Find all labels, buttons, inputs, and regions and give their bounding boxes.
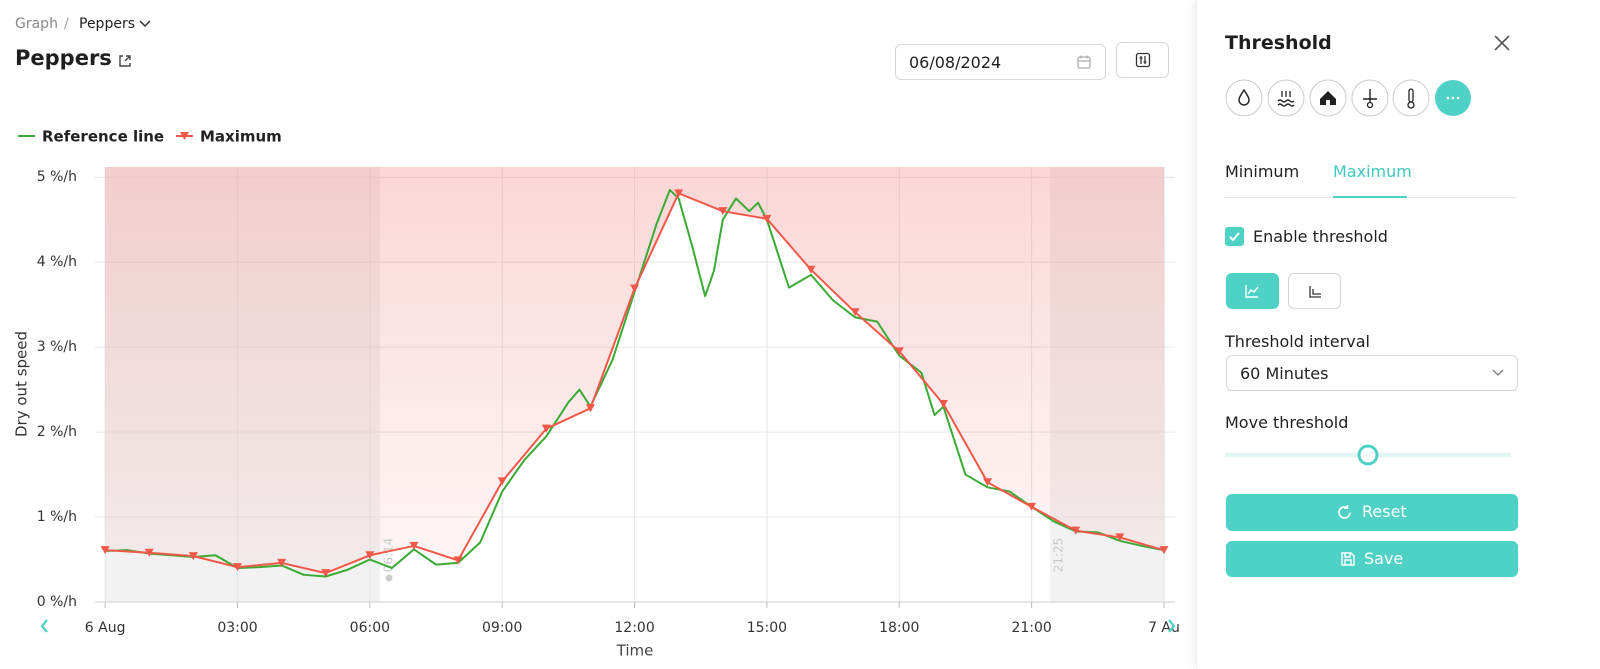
series-marker xyxy=(585,404,595,413)
legend-marker xyxy=(180,132,189,140)
reset-button[interactable]: Reset xyxy=(1226,494,1518,531)
chevron-icon xyxy=(139,20,151,28)
breadcrumb-separator: / xyxy=(64,16,69,32)
series-marker xyxy=(100,546,110,555)
series-marker xyxy=(541,424,551,433)
x-tick-label: 6 Aug xyxy=(85,620,126,636)
series-marker xyxy=(277,558,287,567)
x-axis-title: Time xyxy=(616,642,654,660)
series-marker xyxy=(1159,546,1169,555)
move-slider[interactable] xyxy=(1225,443,1515,467)
tab-underline xyxy=(1333,196,1407,198)
threshold-panel: Threshold Minimum Maximum Enable thresho… xyxy=(1196,0,1600,669)
series-marker xyxy=(1027,502,1037,511)
panel-title: Threshold xyxy=(1225,32,1332,54)
series-marker xyxy=(718,207,728,216)
series-line xyxy=(105,188,1165,578)
x-tick-label: 7 Au xyxy=(1148,620,1180,636)
interval-label: Threshold interval xyxy=(1225,332,1370,351)
line-mode-button[interactable] xyxy=(1226,273,1279,309)
move-label: Move threshold xyxy=(1225,413,1349,432)
y-tick-label: 2 %/h xyxy=(37,424,77,440)
series-marker xyxy=(894,347,904,356)
x-tick-label: 21:00 xyxy=(1011,620,1051,636)
metric-icons xyxy=(1225,79,1471,117)
icon-water[interactable] xyxy=(1225,79,1263,117)
icon-more[interactable] xyxy=(1435,80,1471,116)
tab-maximum[interactable]: Maximum xyxy=(1333,162,1412,181)
x-tick-label: 09:00 xyxy=(482,620,522,636)
series-marker xyxy=(674,189,684,198)
y-tick-label: 0 %/h xyxy=(37,594,77,610)
reset-icon xyxy=(1338,505,1351,519)
x-tick-label: 06:00 xyxy=(350,620,390,636)
series-marker xyxy=(144,548,154,557)
legend-label: Maximum xyxy=(200,128,282,146)
breadcrumb-root[interactable]: Graph xyxy=(15,16,58,32)
x-tick-label: 03:00 xyxy=(217,620,257,636)
nav-next[interactable] xyxy=(1168,619,1176,633)
settings-icon xyxy=(1135,52,1151,68)
y-tick-label: 5 %/h xyxy=(37,169,77,185)
sun-icon xyxy=(385,574,393,582)
breadcrumb-current[interactable]: Peppers xyxy=(79,16,135,32)
series-marker xyxy=(806,265,816,274)
y-tick-label: 4 %/h xyxy=(37,254,77,270)
save-label: Save xyxy=(1364,549,1404,568)
series-marker xyxy=(938,400,948,409)
date-input[interactable]: 06/08/2024 xyxy=(895,44,1106,80)
y-tick-label: 1 %/h xyxy=(37,509,77,525)
interval-value: 60 Minutes xyxy=(1240,364,1329,383)
reset-label: Reset xyxy=(1362,502,1407,521)
page-title: Peppers xyxy=(15,46,112,70)
line-mode-icon xyxy=(1245,285,1259,298)
threshold-area xyxy=(105,167,1164,574)
chart: 0 %/h 1 %/h 2 %/h 3 %/h 4 %/h 5 %/h 6 Aug 03:00… xyxy=(13,128,1180,660)
sunset-label: 21:25 xyxy=(1052,538,1066,573)
x-tick-label: 12:00 xyxy=(614,620,654,636)
nav-prev[interactable] xyxy=(40,619,48,633)
legend-label: Reference line xyxy=(42,128,164,146)
save-button[interactable]: Save xyxy=(1226,541,1518,577)
y-tick-label: 3 %/h xyxy=(37,339,77,355)
series-marker xyxy=(409,541,419,550)
tab-minimum[interactable]: Minimum xyxy=(1225,162,1300,181)
step-mode-icon xyxy=(1309,286,1321,298)
series-marker xyxy=(1115,533,1125,542)
icon-temperature[interactable] xyxy=(1392,79,1430,117)
sunrise-label: 06:14 xyxy=(382,538,396,573)
x-tick-label: 15:00 xyxy=(747,620,787,636)
series-marker xyxy=(321,569,331,578)
calendar-icon xyxy=(1077,55,1091,69)
series-marker xyxy=(850,308,860,317)
series-marker xyxy=(453,556,463,565)
select-chevron xyxy=(1492,369,1504,376)
icon-greenhouse[interactable] xyxy=(1309,79,1347,117)
settings-button[interactable] xyxy=(1116,42,1169,78)
date-value: 06/08/2024 xyxy=(909,53,1002,72)
series-marker xyxy=(762,214,772,223)
step-mode-button[interactable] xyxy=(1288,273,1341,309)
icon-soil-temp[interactable] xyxy=(1351,79,1389,117)
external-link-icon[interactable] xyxy=(117,53,133,69)
icon-waves[interactable] xyxy=(1267,79,1305,117)
series-marker xyxy=(630,284,640,293)
x-tick-label: 18:00 xyxy=(879,620,919,636)
enable-label: Enable threshold xyxy=(1253,227,1388,246)
series-marker xyxy=(188,552,198,561)
series-marker xyxy=(1071,526,1081,535)
series-marker xyxy=(233,563,242,572)
series-marker xyxy=(365,551,375,560)
series-marker xyxy=(497,477,507,486)
enable-checkbox[interactable] xyxy=(1225,227,1244,246)
y-axis-title: Dry out speed xyxy=(13,331,31,437)
close-icon[interactable] xyxy=(1493,34,1511,52)
series-marker xyxy=(983,478,992,487)
interval-select[interactable]: 60 Minutes xyxy=(1226,355,1518,391)
save-icon xyxy=(1341,552,1355,566)
